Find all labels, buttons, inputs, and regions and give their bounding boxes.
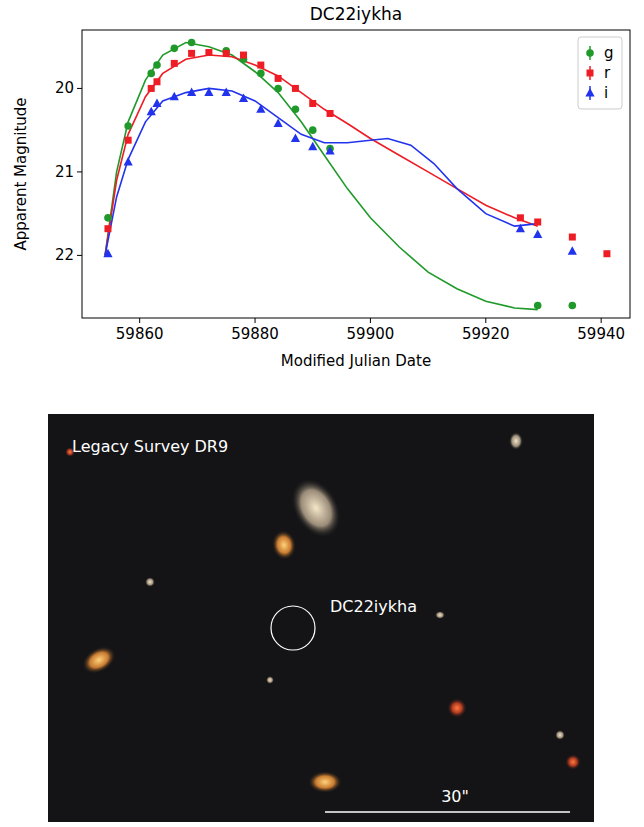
model-curve xyxy=(105,43,538,310)
galaxy xyxy=(145,577,155,587)
data-point xyxy=(147,70,155,78)
data-point xyxy=(125,137,132,144)
sky-background xyxy=(48,414,594,822)
galaxy xyxy=(555,730,565,740)
data-point xyxy=(309,100,316,107)
data-point xyxy=(533,230,542,239)
plot-frame xyxy=(82,30,630,318)
data-point xyxy=(240,52,247,59)
target-label: DC22iykha xyxy=(330,597,417,616)
data-point xyxy=(257,62,264,69)
data-point xyxy=(257,70,265,78)
y-tick-label: 22 xyxy=(55,246,74,264)
data-point xyxy=(147,107,156,116)
data-point xyxy=(205,49,212,56)
y-tick xyxy=(77,171,82,172)
data-point xyxy=(292,106,300,114)
data-point xyxy=(517,214,524,221)
y-axis-title: Apparent Magnitude xyxy=(12,97,30,250)
data-point xyxy=(170,45,178,53)
data-point xyxy=(187,88,196,97)
galaxy xyxy=(509,432,523,450)
y-tick-label: 21 xyxy=(55,163,74,181)
legend-label: g xyxy=(604,44,614,62)
data-point xyxy=(148,85,155,92)
scale-label: 30" xyxy=(441,787,469,806)
data-point xyxy=(274,118,283,127)
x-tick xyxy=(601,318,602,323)
data-point xyxy=(291,134,300,143)
data-point xyxy=(239,93,248,102)
data-point xyxy=(568,246,577,255)
data-point xyxy=(534,219,541,226)
model-curve xyxy=(105,55,538,255)
sky-image: Legacy Survey DR9 DC22iykha 30" xyxy=(48,414,594,822)
data-point xyxy=(308,142,317,151)
y-tick-label: 20 xyxy=(55,79,74,97)
x-tick-label: 59860 xyxy=(116,325,164,343)
data-point xyxy=(171,60,178,67)
legend-box xyxy=(578,37,622,109)
x-tick-label: 59880 xyxy=(231,325,279,343)
data-point xyxy=(124,157,133,166)
data-point xyxy=(103,249,112,258)
data-point xyxy=(204,88,213,97)
data-point xyxy=(275,75,282,82)
legend-marker xyxy=(585,88,594,97)
model-curve xyxy=(105,88,538,255)
data-point xyxy=(188,39,196,47)
chart-title: DC22iykha xyxy=(310,4,402,24)
data-point xyxy=(325,146,334,155)
data-point xyxy=(292,85,299,92)
data-point xyxy=(222,88,231,97)
x-tick xyxy=(139,318,140,323)
data-point xyxy=(124,122,132,130)
galaxy xyxy=(565,754,581,770)
galaxy xyxy=(270,528,299,562)
data-point xyxy=(569,234,576,241)
y-tick xyxy=(77,255,82,256)
legend-marker xyxy=(586,49,594,57)
target-circle xyxy=(271,606,315,650)
data-point xyxy=(153,61,161,69)
x-axis-title: Modified Julian Date xyxy=(281,352,431,370)
data-point xyxy=(153,78,160,85)
data-point xyxy=(188,50,195,57)
legend-label: i xyxy=(604,84,608,102)
galaxy xyxy=(77,641,120,680)
galaxy xyxy=(266,676,274,684)
data-point xyxy=(170,92,179,101)
data-point xyxy=(274,85,282,93)
data-point xyxy=(569,302,577,310)
data-point xyxy=(327,110,334,117)
x-tick xyxy=(370,318,371,323)
data-point xyxy=(256,104,265,113)
data-point xyxy=(516,224,525,233)
data-point xyxy=(223,50,230,57)
data-point xyxy=(309,126,317,134)
data-point xyxy=(603,250,610,257)
y-tick xyxy=(77,88,82,89)
data-point xyxy=(534,302,542,310)
galaxy xyxy=(435,611,445,619)
survey-label: Legacy Survey DR9 xyxy=(72,437,228,456)
legend-marker xyxy=(587,70,594,77)
x-tick-label: 59920 xyxy=(462,325,510,343)
x-tick-label: 59900 xyxy=(347,325,395,343)
x-tick xyxy=(255,318,256,323)
data-point xyxy=(104,214,112,222)
legend-label: r xyxy=(604,64,611,82)
galaxy xyxy=(308,771,342,793)
data-point xyxy=(152,98,161,107)
galaxy xyxy=(447,698,467,718)
scale-bar xyxy=(325,811,570,813)
data-point xyxy=(104,225,111,232)
plot-area xyxy=(103,39,610,310)
page: DC22iykha 59860 59880 59900 59920 59940 20 21 22… xyxy=(0,0,644,827)
x-tick-label: 59940 xyxy=(577,325,625,343)
x-tick xyxy=(485,318,486,323)
